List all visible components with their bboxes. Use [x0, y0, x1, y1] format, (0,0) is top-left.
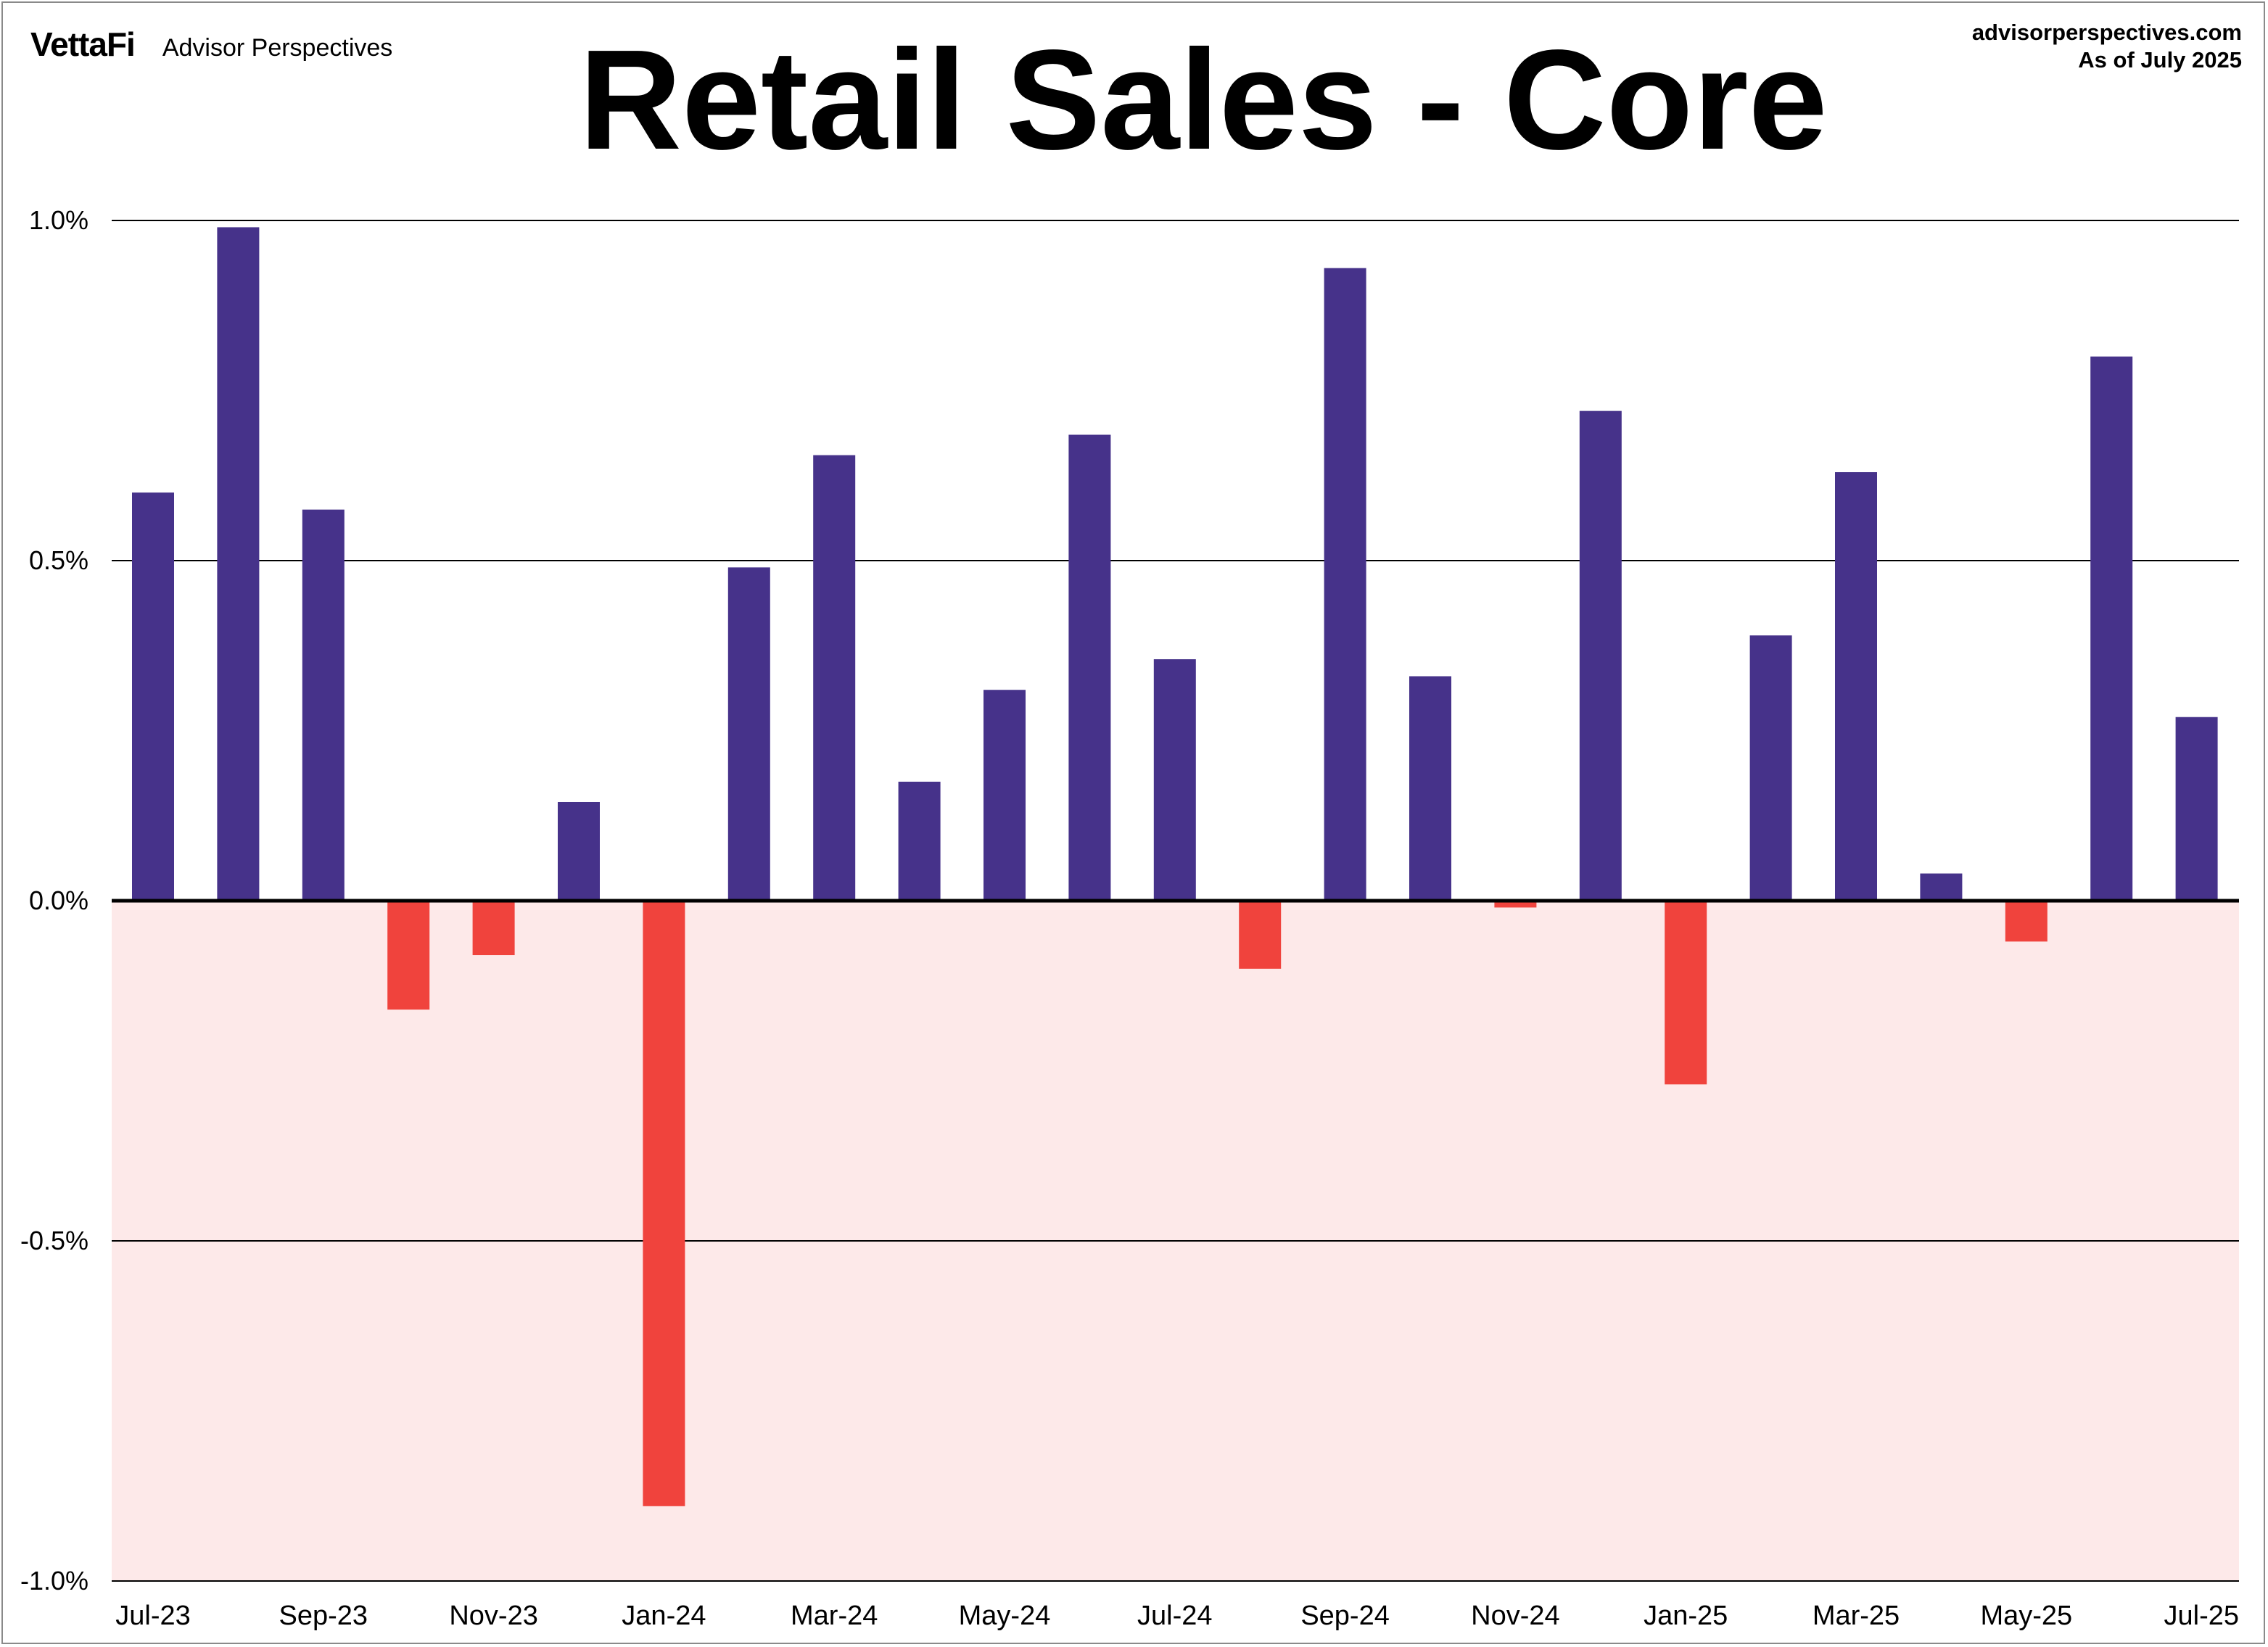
x-tick-label: May-25: [1980, 1601, 2072, 1631]
chart-title: Retail Sales - Core: [579, 20, 1828, 179]
x-tick-label: Nov-24: [1471, 1601, 1560, 1631]
brand: VettaFi Advisor Perspectives: [30, 25, 392, 64]
bar-mar-24: [813, 455, 856, 901]
bar-dec-23: [558, 801, 600, 901]
x-axis-ticks: Jul-23 Sep-23 Nov-23 Jan-24 Mar-24 May-24 Jul-…: [115, 1601, 2239, 1631]
bar-aug-23: [217, 227, 260, 901]
y-tick-label: 0.0%: [29, 886, 88, 915]
bar-nov-24: [1494, 901, 1537, 908]
brand-subtitle: Advisor Perspectives: [162, 34, 393, 62]
x-tick-label: Sep-24: [1300, 1601, 1390, 1631]
x-tick-label: Jan-25: [1644, 1601, 1728, 1631]
bar-dec-24: [1579, 410, 1622, 901]
bar-sep-24: [1324, 268, 1366, 901]
bar-jan-24: [643, 901, 685, 1506]
bar-sep-23: [302, 509, 345, 901]
x-tick-label: Mar-24: [791, 1601, 878, 1631]
x-tick-label: Mar-25: [1813, 1601, 1900, 1631]
bar-feb-24: [727, 567, 770, 901]
bar-feb-25: [1749, 635, 1792, 901]
as-of-date: As of July 2025: [2078, 47, 2242, 73]
bar-may-24: [984, 690, 1026, 901]
bar-mar-25: [1835, 472, 1877, 901]
x-tick-label: May-24: [959, 1601, 1051, 1631]
bar-jul-25: [2175, 717, 2218, 901]
bar-oct-23: [387, 901, 430, 1010]
bar-oct-24: [1409, 676, 1451, 901]
x-tick-label: Nov-23: [449, 1601, 538, 1631]
y-axis-ticks: 1.0% 0.5% 0.0% -0.5% -1.0%: [20, 205, 88, 1596]
bar-apr-25: [1920, 873, 1963, 901]
bar-aug-24: [1239, 901, 1282, 969]
bar-nov-23: [472, 901, 515, 956]
x-tick-label: Jul-23: [115, 1601, 191, 1631]
bar-jul-23: [132, 492, 174, 901]
y-tick-label: -1.0%: [20, 1566, 88, 1596]
bar-may-25: [2005, 901, 2048, 942]
source-block: advisorperspectives.com As of July 2025: [1972, 19, 2242, 74]
bar-chart: 1.0% 0.5% 0.0% -0.5% -1.0% Jul-23 Sep-23 Nov-2…: [20, 205, 2239, 1631]
bar-apr-24: [898, 781, 941, 901]
source-url: advisorperspectives.com: [1971, 20, 2242, 45]
y-tick-label: -0.5%: [20, 1226, 88, 1255]
bar-jun-25: [2090, 356, 2133, 901]
x-tick-label: Jul-25: [2164, 1601, 2240, 1631]
x-tick-label: Jul-24: [1137, 1601, 1213, 1631]
bar-jun-24: [1068, 434, 1111, 901]
y-tick-label: 1.0%: [29, 205, 88, 235]
y-tick-label: 0.5%: [29, 545, 88, 575]
vettafi-logo: VettaFi: [30, 25, 136, 63]
bars: [132, 227, 2218, 1506]
x-tick-label: Sep-23: [279, 1601, 368, 1631]
bar-jul-24: [1153, 659, 1196, 901]
bar-jan-25: [1665, 901, 1707, 1085]
gridlines: [112, 220, 2239, 1582]
x-tick-label: Jan-24: [622, 1601, 706, 1631]
